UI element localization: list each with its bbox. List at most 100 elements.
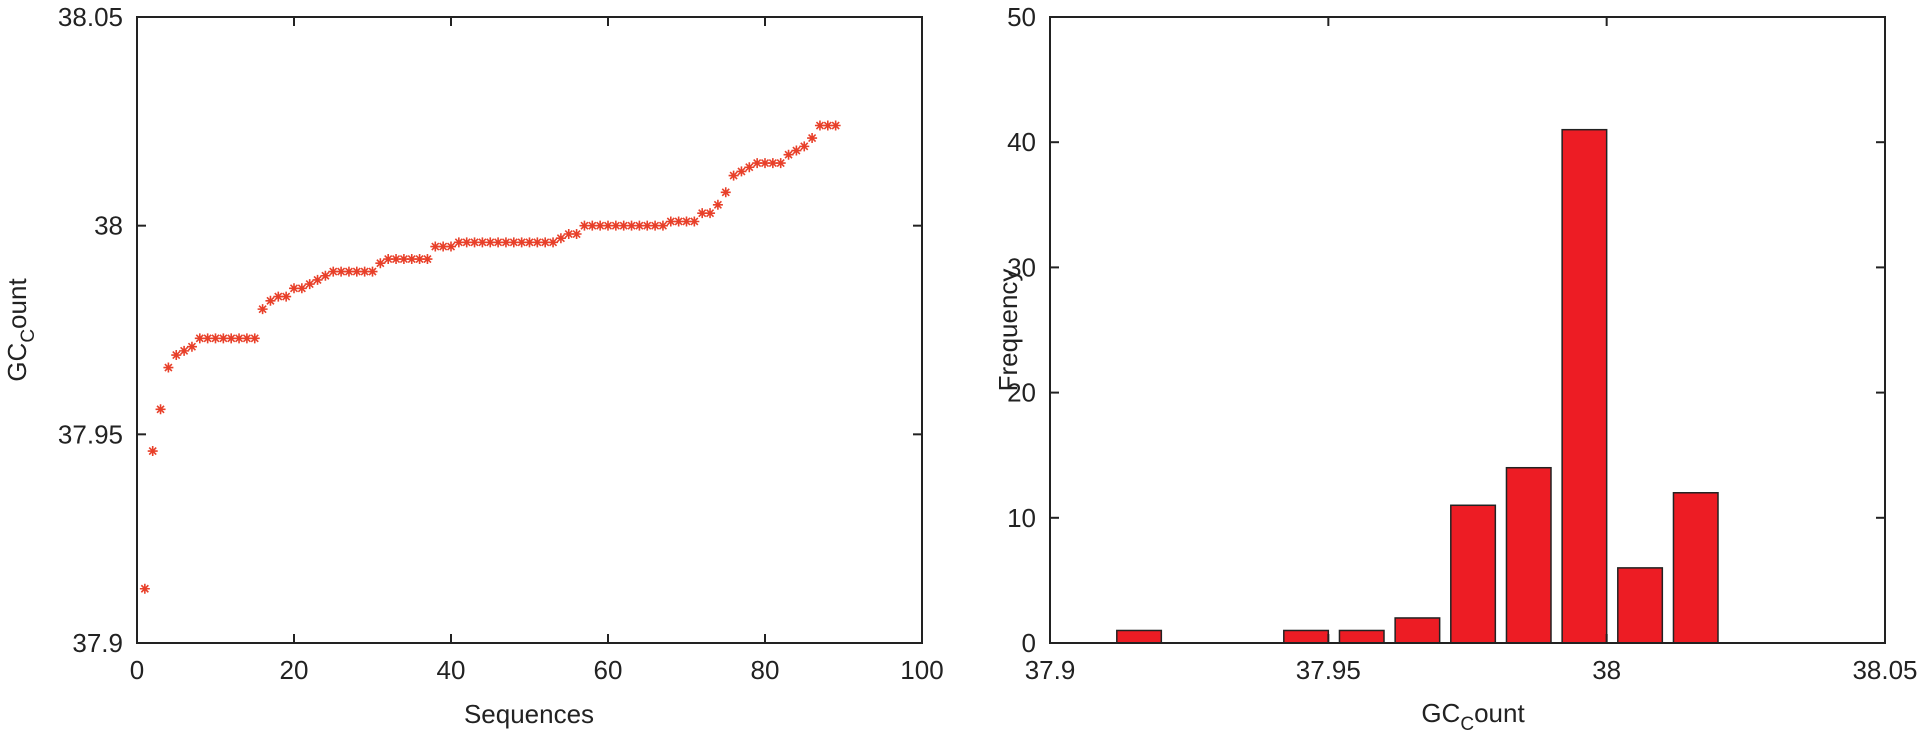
scatter-point bbox=[493, 237, 504, 248]
scatter-point bbox=[186, 341, 197, 352]
histogram-chart: 37.9 37.95 38 38.05 0 10 20 30 40 50 GCCount Freq… bbox=[993, 2, 1918, 735]
scatter-point bbox=[775, 158, 786, 169]
scatter-point bbox=[681, 216, 692, 227]
scatter-y-tick-label: 37.9 bbox=[72, 628, 123, 658]
scatter-point bbox=[720, 187, 731, 198]
scatter-x-tick-label: 100 bbox=[900, 655, 943, 685]
scatter-point bbox=[281, 291, 292, 302]
scatter-point bbox=[744, 162, 755, 173]
histogram-y-tick-label: 50 bbox=[1007, 2, 1036, 32]
scatter-point bbox=[147, 446, 158, 457]
scatter-point bbox=[500, 237, 511, 248]
scatter-point bbox=[665, 216, 676, 227]
histogram-y-tick-label: 10 bbox=[1007, 503, 1036, 533]
scatter-point bbox=[351, 266, 362, 277]
scatter-point bbox=[626, 220, 637, 231]
scatter-point bbox=[438, 241, 449, 252]
histogram-x-tick-label: 38.05 bbox=[1852, 655, 1917, 685]
scatter-point bbox=[210, 333, 221, 344]
scatter-x-axis-label: Sequences bbox=[464, 699, 594, 729]
scatter-point bbox=[477, 237, 488, 248]
scatter-point bbox=[179, 345, 190, 356]
scatter-point bbox=[163, 362, 174, 373]
histogram-bar bbox=[1283, 629, 1330, 644]
scatter-point bbox=[336, 266, 347, 277]
scatter-point bbox=[304, 279, 315, 290]
scatter-point bbox=[673, 216, 684, 227]
scatter-point bbox=[571, 229, 582, 240]
scatter-point bbox=[791, 145, 802, 156]
scatter-point bbox=[799, 141, 810, 152]
scatter-point bbox=[634, 220, 645, 231]
histogram-x-tick-label: 37.95 bbox=[1296, 655, 1361, 685]
histogram-x-tick-label: 37.9 bbox=[1025, 655, 1076, 685]
scatter-point bbox=[171, 350, 182, 361]
scatter-point bbox=[618, 220, 629, 231]
scatter-y-tick-label: 38 bbox=[94, 211, 123, 241]
histogram-bar bbox=[1672, 492, 1719, 644]
histogram-y-axis-label: Frequency bbox=[993, 269, 1023, 392]
scatter-point bbox=[249, 333, 260, 344]
scatter-point bbox=[548, 237, 559, 248]
scatter-point bbox=[752, 158, 763, 169]
scatter-point bbox=[218, 333, 229, 344]
scatter-point bbox=[508, 237, 519, 248]
scatter-point bbox=[603, 220, 613, 231]
scatter-point bbox=[697, 208, 708, 219]
scatter-point bbox=[760, 158, 770, 169]
histogram-y-tick-label: 40 bbox=[1007, 127, 1036, 157]
scatter-chart: 0 20 40 60 80 100 37.9 37.95 38 38.05 Sequences G… bbox=[2, 2, 944, 729]
scatter-point bbox=[453, 237, 464, 248]
scatter-point bbox=[705, 208, 716, 219]
scatter-y-axis-label: GCCount bbox=[2, 278, 39, 382]
scatter-point bbox=[822, 120, 833, 131]
scatter-point bbox=[650, 220, 661, 231]
histogram-plot-frame bbox=[1049, 16, 1886, 644]
scatter-point bbox=[194, 333, 205, 344]
scatter-y-tick-label: 37.95 bbox=[58, 419, 123, 449]
scatter-point bbox=[375, 258, 386, 269]
scatter-point bbox=[202, 333, 213, 344]
scatter-point bbox=[265, 295, 276, 306]
scatter-point bbox=[312, 274, 323, 285]
histogram-ticks: 37.9 37.95 38 38.05 0 10 20 30 40 50 bbox=[1007, 2, 1917, 685]
scatter-point bbox=[359, 266, 370, 277]
scatter-point bbox=[469, 237, 480, 248]
histogram-bar bbox=[1561, 128, 1608, 644]
scatter-x-tick-label: 0 bbox=[130, 655, 144, 685]
scatter-point bbox=[830, 120, 841, 131]
scatter-point bbox=[579, 220, 590, 231]
scatter-y-tick-label: 38.05 bbox=[58, 2, 123, 32]
scatter-point bbox=[343, 266, 354, 277]
scatter-point bbox=[595, 220, 606, 231]
scatter-point bbox=[555, 233, 566, 244]
scatter-point bbox=[422, 254, 433, 265]
histogram-x-tick-label: 38 bbox=[1592, 655, 1621, 685]
scatter-point bbox=[446, 241, 456, 252]
histogram-bars bbox=[1116, 128, 1719, 644]
histogram-bar bbox=[1338, 629, 1385, 644]
scatter-point bbox=[524, 237, 535, 248]
scatter-point bbox=[657, 220, 668, 231]
histogram-y-tick-label: 30 bbox=[1007, 252, 1036, 282]
scatter-point bbox=[234, 333, 245, 344]
scatter-point bbox=[296, 283, 307, 294]
scatter-point bbox=[226, 333, 237, 344]
scatter-point bbox=[398, 254, 409, 265]
histogram-bar bbox=[1450, 504, 1497, 644]
scatter-x-tick-label: 20 bbox=[280, 655, 309, 685]
scatter-point bbox=[642, 220, 653, 231]
scatter-point bbox=[736, 166, 747, 177]
scatter-point bbox=[328, 266, 339, 277]
scatter-x-tick-label: 40 bbox=[437, 655, 466, 685]
scatter-ticks: 0 20 40 60 80 100 37.9 37.95 38 38.05 bbox=[58, 2, 944, 685]
scatter-point bbox=[391, 254, 402, 265]
scatter-point bbox=[383, 254, 394, 265]
scatter-point bbox=[563, 229, 574, 240]
scatter-point bbox=[485, 237, 496, 248]
scatter-point bbox=[516, 237, 527, 248]
histogram-y-tick-label: 20 bbox=[1007, 378, 1036, 408]
scatter-point bbox=[767, 158, 778, 169]
scatter-point bbox=[807, 133, 818, 144]
